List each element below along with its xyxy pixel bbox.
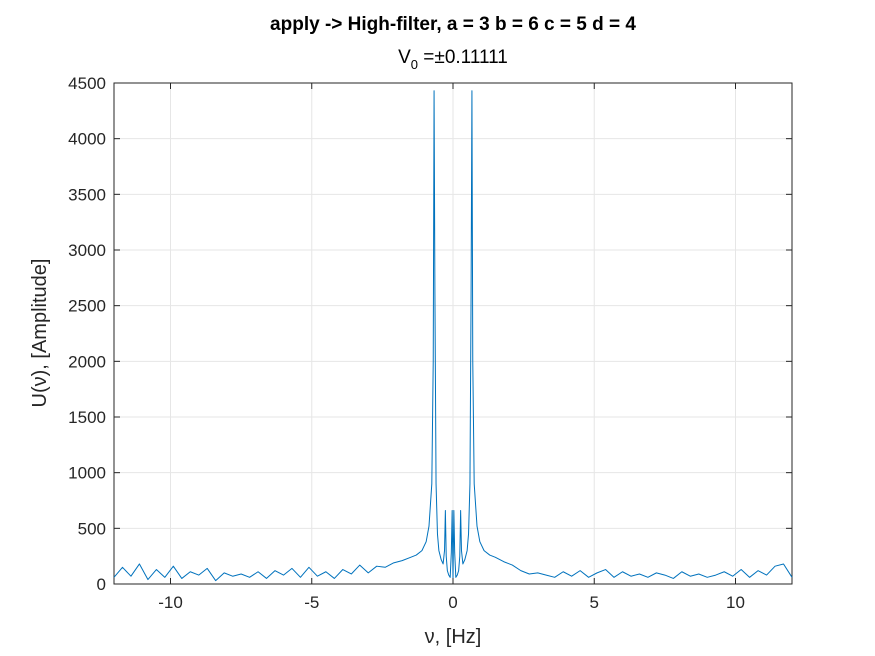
- y-tick-label: 4000: [68, 130, 106, 149]
- y-tick-label: 4500: [68, 74, 106, 93]
- x-tick-label: 0: [448, 593, 457, 612]
- x-tick-label: -5: [304, 593, 319, 612]
- x-tick-label: 10: [726, 593, 745, 612]
- y-axis-label: U(ν), [Amplitude]: [29, 259, 51, 408]
- x-tick-label: 5: [590, 593, 599, 612]
- y-tick-label: 500: [78, 519, 106, 538]
- chart-subtitle: V0 =±0.11111: [398, 47, 508, 72]
- grid-lines: [114, 82, 792, 585]
- y-tick-label: 2000: [68, 352, 106, 371]
- tick-labels: -10 -5 0 5 10 0 500 1000 1500 2000 2500 3000 3500 400…: [68, 74, 745, 612]
- y-tick-label: 1000: [68, 464, 106, 483]
- tick-marks: [114, 82, 792, 585]
- y-tick-label: 1500: [68, 408, 106, 427]
- chart-title: apply -> High-filter, a = 3 b = 6 c = 5 …: [270, 14, 636, 35]
- x-axis-label: ν, [Hz]: [425, 626, 482, 648]
- y-tick-label: 0: [97, 575, 106, 594]
- x-tick-label: -10: [158, 593, 183, 612]
- y-tick-label: 3500: [68, 185, 106, 204]
- y-tick-label: 3000: [68, 241, 106, 260]
- y-tick-label: 2500: [68, 297, 106, 316]
